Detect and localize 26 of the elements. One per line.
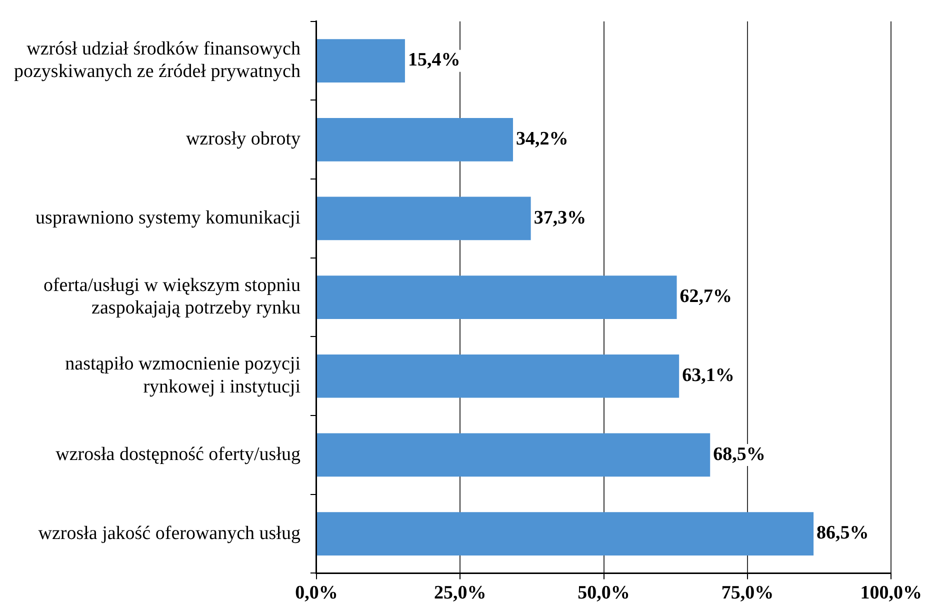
x-tick-label: 50,0%	[578, 582, 630, 604]
data-label: 62,7%	[680, 286, 732, 308]
x-tick-label: 75,0%	[721, 582, 774, 604]
bar	[316, 118, 514, 162]
bar	[316, 276, 677, 319]
x-tick-label: 25,0%	[434, 582, 486, 604]
bar	[316, 512, 814, 556]
y-tick-label: wzrosły obroty	[186, 128, 301, 150]
data-label: 86,5%	[816, 522, 869, 544]
y-tick-label: nastąpiło wzmocnienie pozycji rynkowej i instytucji	[65, 354, 300, 398]
y-tick-label: wzrósł udział środków finansowych pozyskiwanych ze źródeł prywatnych	[14, 38, 301, 82]
data-label: 37,3%	[534, 207, 586, 228]
y-tick-label: usprawniono systemy komunikacji	[36, 207, 300, 228]
bar	[316, 433, 710, 477]
y-tick-label: oferta/usługi w większym stopniu zaspokajają potrzeby rynku	[43, 274, 301, 319]
data-label: 68,5%	[713, 444, 766, 465]
data-label: 63,1%	[682, 365, 734, 386]
bar	[316, 354, 680, 398]
data-label: 34,2%	[516, 128, 568, 150]
y-tick-label: wzrosła dostępność oferty/usług	[56, 444, 301, 465]
x-tick-label: 100,0%	[860, 582, 922, 604]
x-tick-label: 0,0%	[295, 582, 338, 604]
data-label: 15,4%	[408, 50, 460, 71]
y-tick-label: wzrosła jakość oferowanych usług	[38, 522, 301, 544]
bar	[316, 39, 405, 82]
bar	[316, 196, 531, 240]
